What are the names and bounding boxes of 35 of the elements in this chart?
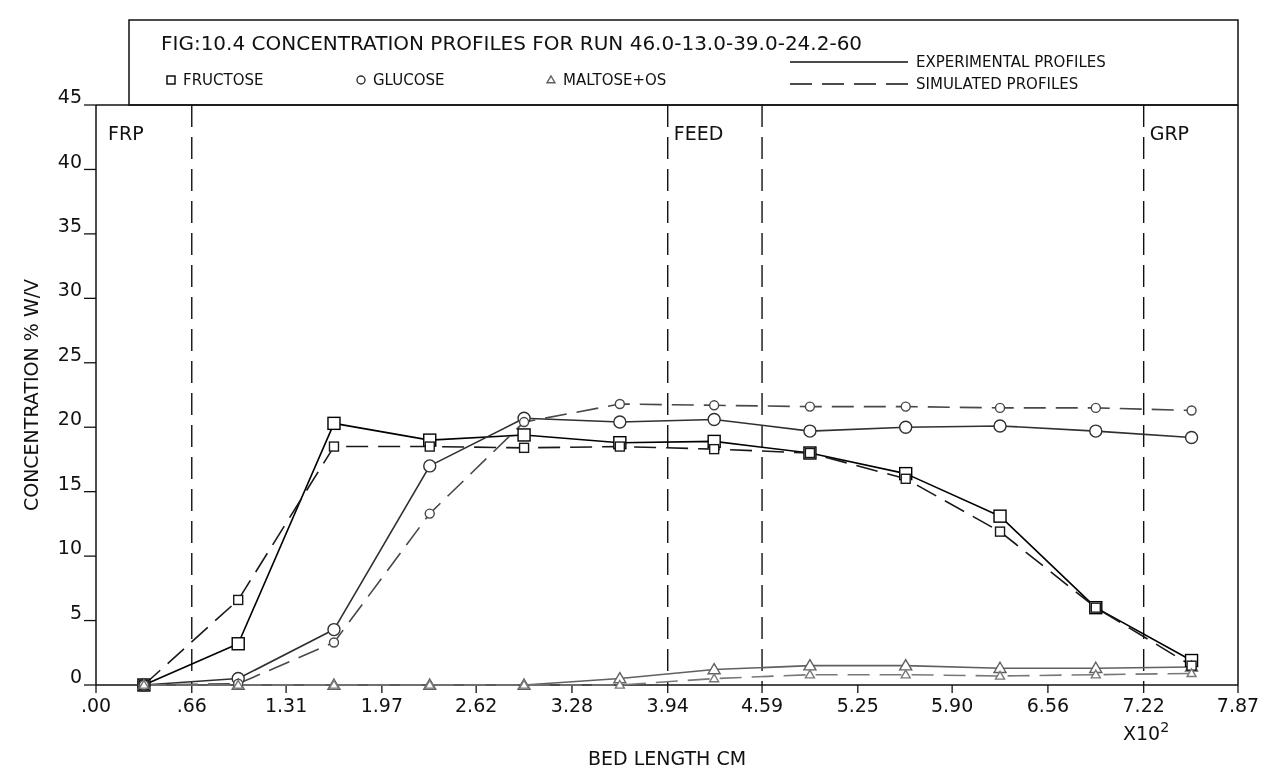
x-tick-label: 6.56 xyxy=(1026,694,1070,716)
ref-line-label: FEED xyxy=(673,122,724,144)
y-tick-label: 15 xyxy=(57,471,82,494)
x-tick-label: .66 xyxy=(176,694,207,716)
y-tick-label: 20 xyxy=(57,407,82,430)
x-tick-label: 7.87 xyxy=(1216,694,1260,716)
y-tick-label: 35 xyxy=(57,213,82,236)
x-tick-label: 1.97 xyxy=(360,694,404,716)
y-tick-label: 10 xyxy=(57,536,82,559)
x-tick-label: .00 xyxy=(80,694,112,716)
y-tick-label: 0 xyxy=(69,665,82,688)
y-tick-label: 45 xyxy=(57,85,82,108)
x-tick-label: 5.90 xyxy=(930,694,974,716)
text: SIMULATED PROFILES xyxy=(916,75,1079,93)
x-tick-label: 3.94 xyxy=(646,694,689,716)
y-tick-label: 25 xyxy=(57,342,82,365)
x-axis-title: BED LENGTH CM xyxy=(587,747,747,769)
ref-line-label: GRP xyxy=(1149,122,1190,144)
ref-line-label: FRP xyxy=(108,122,144,144)
x-tick-label: 7.22 xyxy=(1122,694,1165,716)
legend-label: GLUCOSE xyxy=(373,71,445,89)
x-tick-label: 4.59 xyxy=(740,694,784,716)
x-tick-label: 2.62 xyxy=(455,694,498,716)
y-tick-label: 5 xyxy=(69,600,82,623)
x-tick-label: 3.28 xyxy=(550,694,594,716)
y-tick-label: 40 xyxy=(57,149,82,172)
text: X10$^{2}$ xyxy=(1123,719,1170,744)
y-axis-title: CONCENTRATION % W/V xyxy=(20,278,42,512)
y-tick-label: 30 xyxy=(57,278,82,301)
x-tick-label: 1.31 xyxy=(264,694,308,716)
chart-title: FIG:10.4 CONCENTRATION PROFILES FOR RUN 46.0-13.0-39.0-24.2-60 xyxy=(161,31,863,55)
legend-label: MALTOSE+OS xyxy=(563,71,667,89)
legend-label: FRUCTOSE xyxy=(183,71,264,89)
text: EXPERIMENTAL PROFILES xyxy=(916,53,1106,71)
x-tick-label: 5.25 xyxy=(836,694,879,716)
